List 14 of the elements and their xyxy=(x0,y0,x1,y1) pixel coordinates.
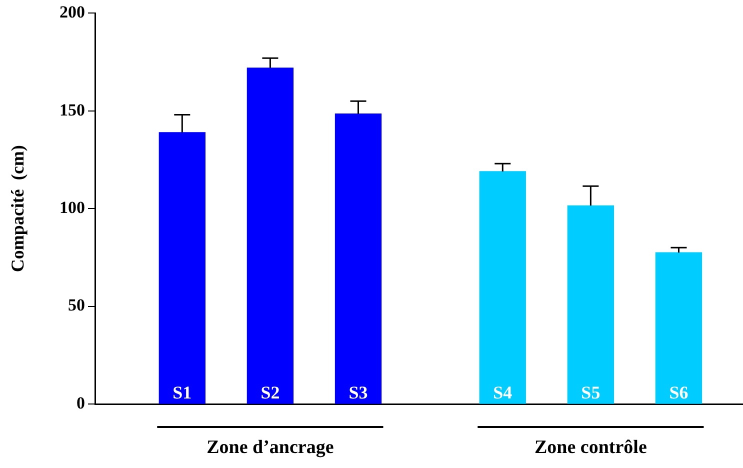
x-tick-label: S5 xyxy=(581,382,600,403)
x-tick-label: S3 xyxy=(348,382,368,403)
y-tick-label: 100 xyxy=(60,198,85,217)
x-tick-label: S6 xyxy=(669,382,688,403)
y-axis-title: Compacité (cm) xyxy=(7,145,28,272)
y-tick-label: 50 xyxy=(68,296,85,315)
y-tick-label: 0 xyxy=(76,393,85,412)
text: Zone contrôle xyxy=(534,436,647,458)
x-tick-label: S1 xyxy=(172,382,192,403)
text: Zone d’ancrage xyxy=(206,436,334,458)
x-tick-label: S2 xyxy=(260,382,280,403)
y-tick-label: 150 xyxy=(60,100,85,120)
y-tick-label: 200 xyxy=(60,2,85,22)
x-tick-label: S4 xyxy=(493,382,512,403)
